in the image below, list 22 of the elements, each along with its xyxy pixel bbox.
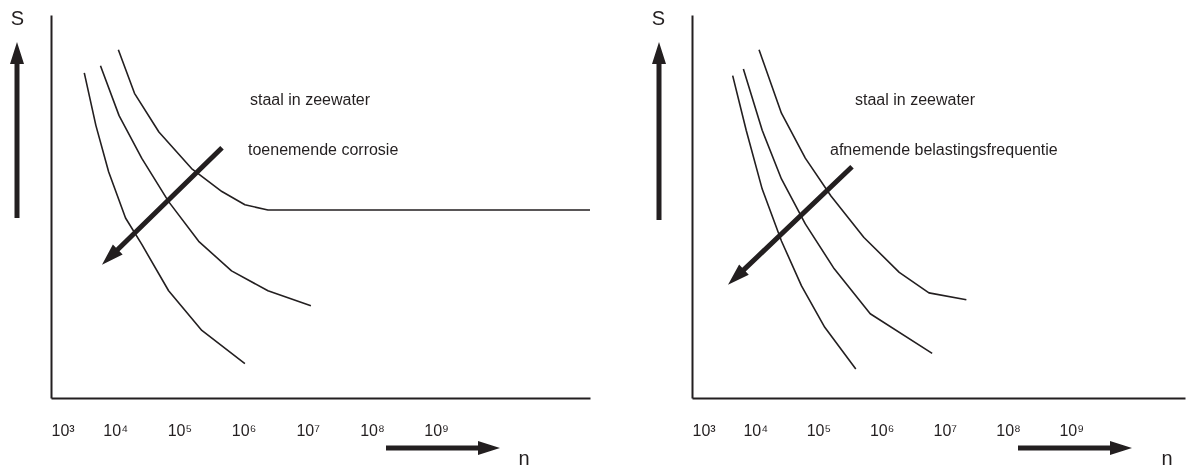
x-tick-label: 10⁸ — [996, 421, 1021, 439]
x-tick-label: 10⁵ — [167, 421, 193, 439]
x-tick-label: 10⁶ — [231, 421, 257, 439]
y-axis-title: S — [651, 6, 666, 29]
x-axis-title: n — [518, 446, 530, 469]
y-axis-title: S — [10, 6, 25, 29]
x-tick-label: 10⁴ — [743, 421, 769, 439]
x-tick-label: 10⁷ — [933, 421, 958, 439]
x-tick-label: 10⁹ — [424, 421, 449, 439]
x-tick-label: 10⁸ — [360, 421, 385, 439]
x-axis-title: n — [1161, 446, 1173, 469]
annotation: staal in zeewater — [250, 91, 371, 108]
annotation: afnemende belastingsfrequentie — [830, 141, 1058, 158]
x-tick-label: 10⁴ — [103, 421, 129, 439]
x-tick-label: 10⁵ — [806, 421, 832, 439]
annotation: staal in zeewater — [855, 91, 976, 108]
x-tick-label: 10⁶ — [869, 421, 895, 439]
x-tick-label: 10³ — [51, 421, 76, 439]
x-tick-label: 10³ — [692, 421, 717, 439]
x-tick-label: 10⁷ — [296, 421, 321, 439]
x-tick-label: 10⁹ — [1059, 421, 1085, 439]
annotation: toenemende corrosie — [248, 141, 399, 158]
